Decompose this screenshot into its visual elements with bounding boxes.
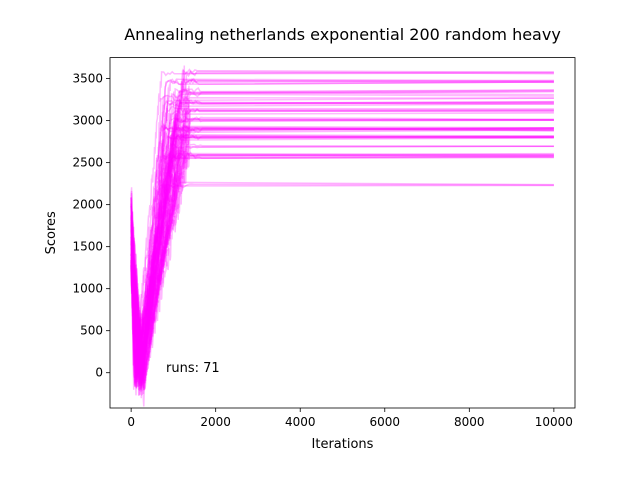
run-line xyxy=(130,107,554,384)
y-axis-label: Scores xyxy=(44,211,59,254)
plot-frame xyxy=(109,57,576,409)
run-line xyxy=(130,79,554,365)
run-line xyxy=(130,177,554,363)
run-line xyxy=(130,133,554,384)
y-tick-label: 2500 xyxy=(72,156,103,170)
run-line xyxy=(130,107,554,371)
run-line xyxy=(130,151,554,377)
run-line xyxy=(130,131,554,395)
run-line xyxy=(130,121,554,375)
run-line xyxy=(130,68,554,386)
run-line xyxy=(130,151,554,389)
run-line xyxy=(130,104,554,396)
run-line xyxy=(130,154,554,389)
run-line xyxy=(130,133,554,399)
run-line xyxy=(130,110,554,396)
run-line xyxy=(130,95,554,391)
x-tick-label: 10000 xyxy=(535,415,573,429)
y-tick-label: 1500 xyxy=(72,240,103,254)
y-tick-label: 1000 xyxy=(72,282,103,296)
y-tick-label: 3500 xyxy=(72,72,103,86)
run-line xyxy=(130,126,554,382)
run-line xyxy=(130,148,554,386)
x-tick-label: 8000 xyxy=(454,415,485,429)
chart-title: Annealing netherlands exponential 200 ra… xyxy=(124,25,561,44)
runs-annotation: runs: 71 xyxy=(166,361,220,376)
run-line xyxy=(130,87,554,378)
run-line xyxy=(130,69,554,390)
run-line xyxy=(130,136,554,367)
y-tick-label: 0 xyxy=(95,366,103,380)
run-line xyxy=(130,131,554,381)
run-line xyxy=(130,65,554,388)
run-line xyxy=(130,98,554,385)
run-line xyxy=(130,154,554,391)
run-line xyxy=(130,139,554,367)
run-line xyxy=(130,95,554,381)
run-line xyxy=(130,95,554,390)
run-line xyxy=(130,85,554,389)
run-line xyxy=(130,138,554,396)
run-line xyxy=(130,124,554,388)
run-line xyxy=(130,121,554,386)
run-line xyxy=(130,118,554,377)
run-line xyxy=(130,99,554,390)
run-line xyxy=(130,126,554,383)
x-axis-label: Iterations xyxy=(312,437,374,452)
run-line xyxy=(130,132,554,375)
y-tick-label: 3000 xyxy=(72,114,103,128)
run-line xyxy=(130,140,554,378)
run-line xyxy=(130,134,554,387)
run-line xyxy=(130,87,554,374)
run-line xyxy=(130,88,554,387)
run-line xyxy=(130,125,554,369)
run-line xyxy=(130,149,554,387)
run-line xyxy=(130,89,554,380)
run-line xyxy=(130,150,554,378)
run-line xyxy=(130,97,554,376)
run-line xyxy=(130,179,554,388)
y-tick-label: 2000 xyxy=(72,198,103,212)
run-line xyxy=(130,124,554,387)
run-line xyxy=(130,133,554,384)
y-tick-label: 500 xyxy=(80,324,103,338)
run-line xyxy=(130,124,554,383)
run-line xyxy=(130,105,554,384)
run-line xyxy=(130,93,554,375)
run-line xyxy=(130,113,554,396)
run-line xyxy=(130,147,554,392)
run-line xyxy=(130,77,554,407)
run-line xyxy=(130,116,554,390)
x-tick-label: 2000 xyxy=(200,415,231,429)
x-tick-label: 4000 xyxy=(285,415,316,429)
run-line xyxy=(130,120,554,391)
run-line xyxy=(130,114,554,390)
run-line xyxy=(130,105,554,389)
x-tick-label: 0 xyxy=(127,415,135,429)
run-line xyxy=(130,181,554,387)
run-line xyxy=(130,70,554,384)
run-line xyxy=(130,78,554,364)
run-line xyxy=(130,109,554,371)
run-lines xyxy=(130,65,554,407)
run-line xyxy=(130,125,554,396)
run-line xyxy=(130,114,554,369)
run-line xyxy=(130,77,554,391)
run-line xyxy=(130,74,554,382)
run-line xyxy=(130,113,554,382)
run-line xyxy=(130,98,554,376)
run-line xyxy=(130,100,554,359)
axis-ticks: 0 2000 4000 6000 8000 10000 0 500 1000 1500 2000 25… xyxy=(72,72,573,429)
run-line xyxy=(130,133,554,376)
run-line xyxy=(130,78,554,376)
x-tick-label: 6000 xyxy=(369,415,400,429)
run-line xyxy=(130,154,554,384)
